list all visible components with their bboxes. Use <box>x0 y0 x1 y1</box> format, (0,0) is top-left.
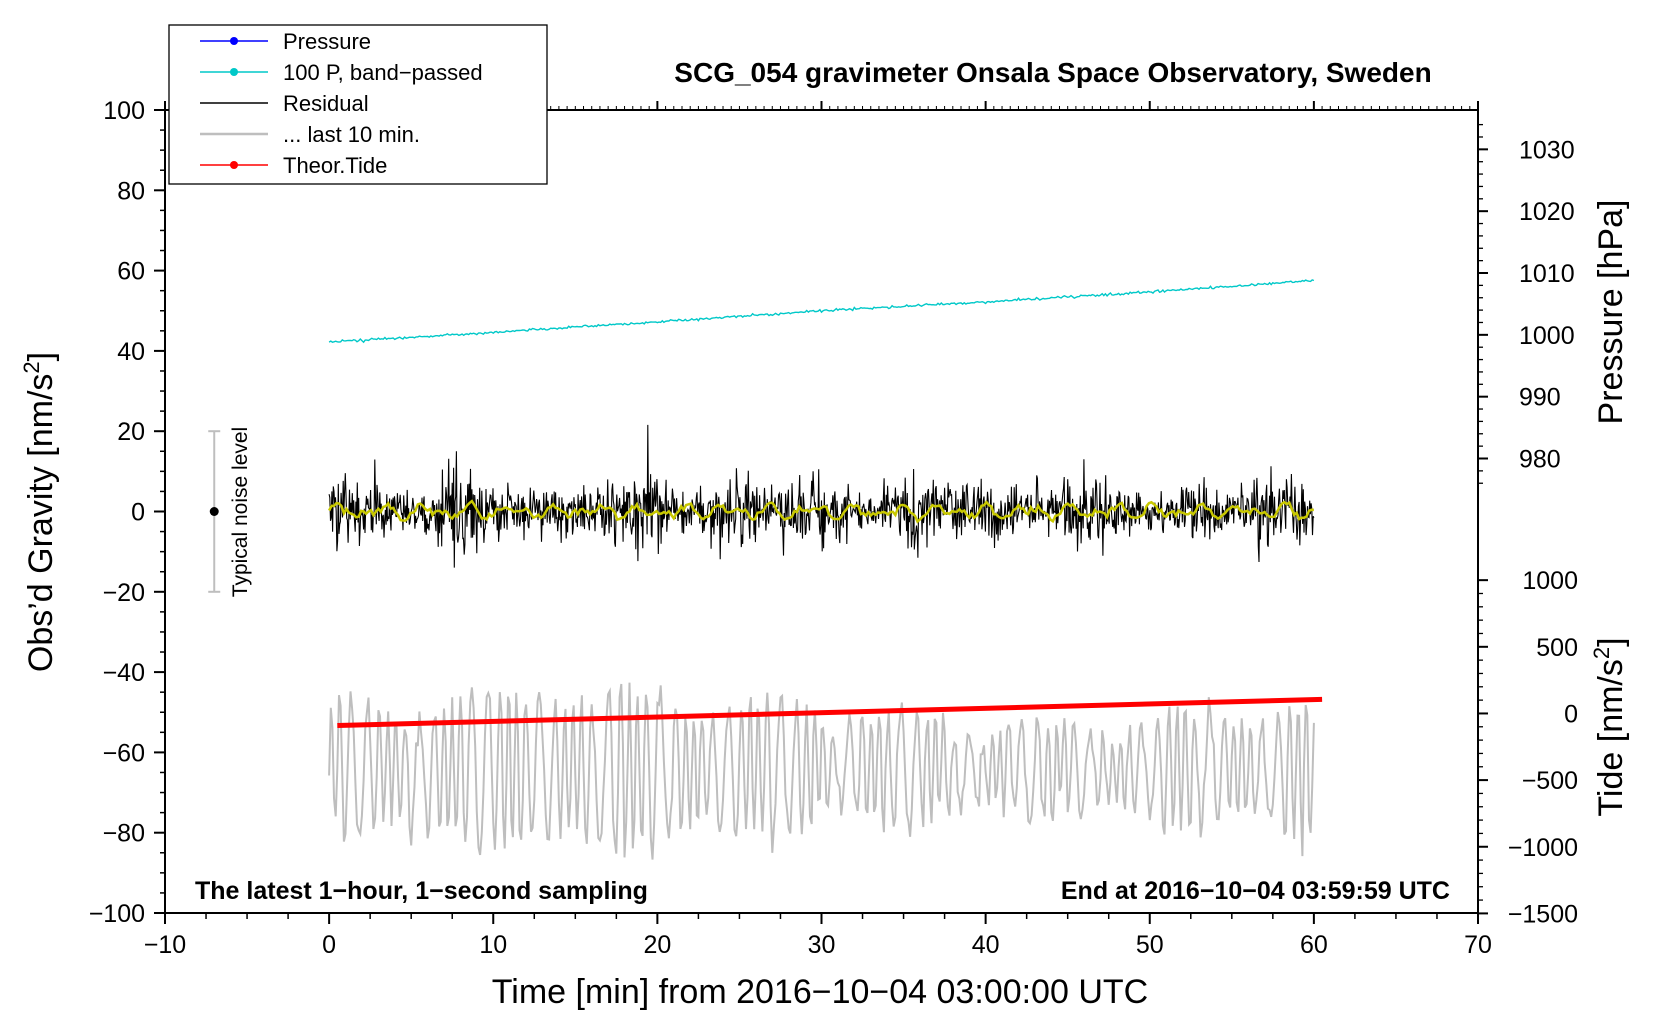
series-theoretical-tide <box>337 696 1323 728</box>
tide-tick-label: −500 <box>1522 767 1578 795</box>
noise-bar-dot <box>209 507 219 516</box>
pressure-tick-label: 980 <box>1519 446 1561 474</box>
y-axis-title: Obs’d Gravity [nm/s2] <box>19 352 60 672</box>
y-tick-label: 80 <box>117 177 145 205</box>
x-tick-label: 0 <box>322 931 336 959</box>
tide-tick-label: −1000 <box>1508 834 1578 862</box>
legend: Pressure 100 P, band−passed Residual ... la… <box>168 24 548 185</box>
y-axis-title-tail: ] <box>22 352 60 361</box>
chart-title: SCG_054 gravimeter Onsala Space Observat… <box>674 57 1431 88</box>
x-axis: −10 0 10 20 30 40 50 60 70 <box>144 101 1492 959</box>
tide-axis: −1500 −1000 −500 0 500 1000 <box>1478 567 1578 928</box>
x-tick-label: 50 <box>1136 931 1164 959</box>
pressure-axis-title: Pressure [hPa] <box>1592 200 1630 425</box>
tide-axis-title: Tide [nm/s2] <box>1589 637 1630 816</box>
pressure-tick-label: 1020 <box>1519 198 1575 226</box>
y-tick-label: 40 <box>117 338 145 366</box>
x-tick-label: 40 <box>972 931 1000 959</box>
legend-label: Pressure <box>283 29 371 54</box>
tide-tick-label: 500 <box>1536 634 1578 662</box>
series-residual <box>328 424 1315 568</box>
pressure-axis: 980 990 1000 1010 1020 1030 <box>1478 123 1575 484</box>
y-axis: −100 −80 −60 −40 −20 0 20 40 60 80 100 <box>89 97 165 928</box>
legend-swatch-marker <box>230 37 238 45</box>
y-tick-label: −20 <box>103 579 145 607</box>
y-tick-label: −100 <box>89 900 145 928</box>
x-axis-title: Time [min] from 2016−10−04 03:00:00 UTC <box>492 973 1148 1011</box>
y-axis-title-superscript: 2 <box>19 361 44 373</box>
sampling-annotation: The latest 1−hour, 1−second sampling <box>195 877 648 905</box>
series-last-10-min <box>328 682 1315 860</box>
y-tick-label: 100 <box>103 97 145 125</box>
legend-label: Theor.Tide <box>283 153 387 178</box>
legend-swatch-marker <box>230 161 238 169</box>
tide-tick-label: −1500 <box>1508 900 1578 928</box>
legend-label: 100 P, band−passed <box>283 60 483 85</box>
x-tick-label: 70 <box>1464 931 1492 959</box>
tide-axis-title-tail: ] <box>1592 637 1630 646</box>
x-tick-label: −10 <box>144 931 186 959</box>
legend-label: ... last 10 min. <box>283 122 420 147</box>
pressure-tick-label: 1010 <box>1519 260 1575 288</box>
y-tick-label: −60 <box>103 739 145 767</box>
pressure-tick-label: 990 <box>1519 384 1561 412</box>
end-time-annotation: End at 2016−10−04 03:59:59 UTC <box>1061 877 1450 905</box>
series-residual-smoothed <box>327 499 1314 524</box>
y-tick-label: 60 <box>117 258 145 286</box>
noise-level-label: Typical noise level <box>229 427 252 597</box>
y-tick-label: −40 <box>103 659 145 687</box>
tide-axis-title-text: Tide [nm/s <box>1592 659 1630 816</box>
y-tick-label: −80 <box>103 820 145 848</box>
legend-swatch-marker <box>230 68 238 76</box>
tide-tick-label: 1000 <box>1522 567 1578 595</box>
tide-axis-title-superscript: 2 <box>1589 647 1614 659</box>
y-axis-title-text: Obs’d Gravity [nm/s <box>22 374 60 673</box>
legend-box <box>168 24 548 185</box>
x-tick-label: 10 <box>479 931 507 959</box>
series-band-passed-pressure <box>328 279 1315 344</box>
x-tick-label: 30 <box>808 931 836 959</box>
y-tick-label: 0 <box>131 499 145 527</box>
pressure-tick-label: 1000 <box>1519 322 1575 350</box>
noise-level-indicator <box>208 430 221 593</box>
x-tick-label: 20 <box>643 931 671 959</box>
tide-tick-label: 0 <box>1564 700 1578 728</box>
legend-entries: Pressure 100 P, band−passed Residual ... la… <box>200 29 483 178</box>
legend-label: Residual <box>283 91 369 116</box>
plot-data-area <box>327 279 1323 860</box>
x-tick-label: 60 <box>1300 931 1328 959</box>
pressure-tick-label: 1030 <box>1519 136 1575 164</box>
y-tick-label: 20 <box>117 418 145 446</box>
